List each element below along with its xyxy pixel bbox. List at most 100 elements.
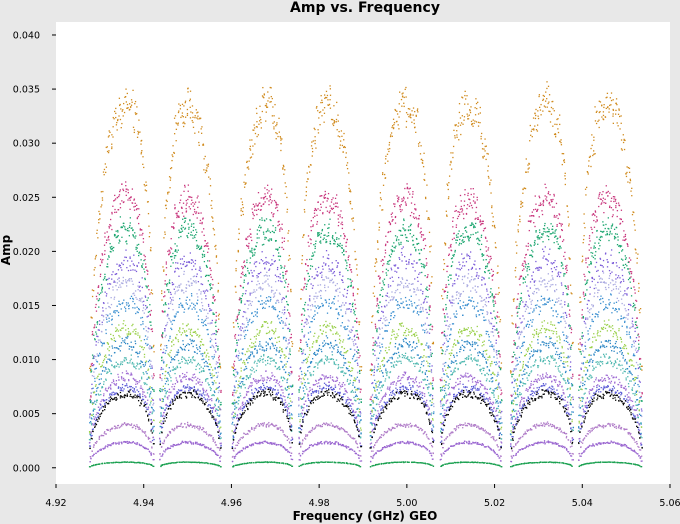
- data-point: [152, 346, 155, 348]
- data-point: [448, 283, 450, 286]
- data-point: [583, 222, 585, 224]
- data-point: [257, 273, 260, 275]
- data-point: [348, 308, 350, 310]
- data-point: [244, 329, 246, 332]
- data-point: [402, 227, 404, 229]
- data-point: [161, 379, 163, 382]
- data-point: [375, 327, 377, 329]
- data-point: [219, 404, 221, 406]
- data-point: [96, 298, 98, 300]
- data-point: [529, 220, 531, 222]
- data-point: [349, 278, 351, 280]
- data-point: [196, 247, 198, 250]
- data-point: [118, 115, 120, 117]
- data-point: [637, 375, 639, 377]
- data-point: [178, 286, 181, 288]
- data-point: [343, 146, 345, 149]
- data-point: [215, 255, 218, 257]
- data-point: [496, 315, 498, 317]
- data-point: [315, 295, 317, 298]
- data-point: [250, 156, 253, 158]
- data-point: [369, 398, 371, 400]
- data-point: [491, 331, 494, 333]
- data-point: [117, 278, 119, 281]
- data-point: [329, 240, 331, 243]
- data-point: [455, 242, 457, 244]
- data-point: [373, 368, 375, 371]
- data-point: [144, 335, 147, 337]
- data-point: [347, 256, 349, 259]
- data-point: [150, 289, 153, 291]
- data-point: [389, 259, 391, 262]
- data-point: [377, 310, 379, 312]
- data-point: [91, 383, 93, 386]
- data-point: [373, 350, 376, 352]
- data-point: [430, 355, 433, 358]
- data-point: [428, 217, 430, 219]
- data-point: [534, 125, 536, 127]
- data-point: [270, 101, 272, 103]
- data-point: [311, 141, 313, 143]
- data-point: [566, 269, 568, 272]
- data-point: [173, 315, 176, 317]
- data-point: [403, 218, 405, 220]
- data-point: [528, 167, 530, 169]
- data-point: [427, 274, 429, 276]
- data-point: [532, 251, 534, 253]
- data-point: [383, 278, 386, 280]
- data-point: [547, 260, 550, 262]
- data-point: [128, 230, 130, 232]
- data-point: [413, 122, 415, 125]
- data-point: [391, 299, 394, 301]
- data-point: [166, 285, 168, 287]
- data-point: [550, 106, 553, 109]
- data-point: [193, 281, 196, 283]
- data-point: [257, 204, 260, 206]
- data-point: [552, 108, 554, 110]
- data-point: [241, 210, 244, 213]
- data-point: [307, 235, 310, 237]
- data-point: [408, 263, 410, 265]
- data-point: [634, 323, 637, 326]
- data-point: [590, 226, 592, 229]
- data-point: [462, 123, 464, 125]
- data-point: [162, 368, 164, 370]
- data-point: [517, 333, 519, 335]
- data-point: [598, 193, 601, 196]
- data-point: [202, 250, 205, 252]
- data-point: [602, 281, 604, 284]
- data-point: [103, 168, 106, 171]
- data-point: [196, 117, 198, 119]
- data-point: [147, 360, 150, 363]
- data-point: [374, 340, 377, 342]
- data-point: [321, 230, 323, 232]
- data-point: [586, 266, 589, 268]
- data-point: [118, 239, 121, 241]
- data-point: [346, 292, 348, 295]
- data-point: [207, 328, 209, 331]
- data-point: [314, 215, 316, 217]
- data-point: [328, 227, 330, 229]
- data-point: [614, 233, 617, 235]
- data-point: [183, 221, 186, 224]
- data-point: [168, 249, 170, 251]
- data-point: [116, 121, 118, 124]
- data-point: [624, 263, 627, 266]
- data-point: [497, 352, 500, 355]
- data-point: [201, 231, 203, 233]
- data-point: [534, 243, 536, 245]
- data-point: [288, 342, 290, 344]
- data-point: [357, 338, 360, 340]
- data-point: [359, 411, 361, 413]
- data-point: [308, 316, 311, 318]
- data-point: [620, 258, 623, 260]
- data-point: [253, 254, 256, 256]
- data-point: [180, 290, 183, 292]
- data-point: [132, 298, 135, 300]
- data-point: [556, 301, 559, 303]
- data-point: [254, 209, 256, 211]
- data-point: [391, 291, 393, 293]
- data-point: [144, 263, 147, 265]
- data-point: [197, 315, 199, 317]
- data-point: [119, 284, 121, 286]
